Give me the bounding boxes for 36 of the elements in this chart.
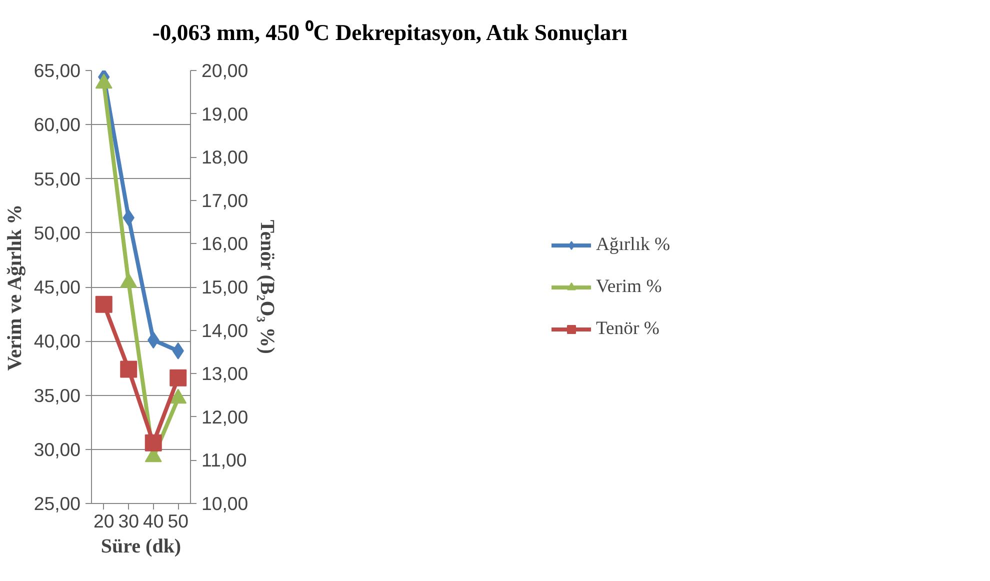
y-tick-label: 35,00 <box>34 384 80 406</box>
y2-tick-label: 20,00 <box>202 60 248 81</box>
y-tick-label: 65,00 <box>34 60 80 81</box>
x-tick-label: 30 <box>118 510 140 532</box>
y2-tick-label: 12,00 <box>202 406 248 428</box>
legend-label: Tenör % <box>596 318 660 340</box>
point <box>170 369 187 386</box>
y2-tick-label: 11,00 <box>202 450 247 471</box>
y-tick-label: 60,00 <box>34 114 80 136</box>
y-tick-label: 30,00 <box>34 438 80 460</box>
y2-tick-label: 17,00 <box>202 190 248 211</box>
legend-label: Ağırlık % <box>596 234 670 256</box>
x-tick-label: 40 <box>143 510 164 532</box>
y-tick-label: 50,00 <box>34 222 80 244</box>
point <box>120 360 138 378</box>
point <box>170 388 187 404</box>
text: -0,063 mm, 450 ⁰C Dekrepitasyon, Atık Sonuçları <box>152 19 628 47</box>
legend-label: Verim % <box>596 276 662 298</box>
y2-tick-label: 13,00 <box>202 363 248 384</box>
y2-tick-label: 15,00 <box>202 276 248 298</box>
y2-tick-label: 14,00 <box>202 320 248 341</box>
y-tick-label: 45,00 <box>34 276 80 298</box>
y2-tick-label: 18,00 <box>202 146 248 168</box>
x-axis-title: Süre (dk) <box>100 536 182 558</box>
y2-axis-title: Tenör (B₂O₃ %) <box>256 220 278 354</box>
y-tick-label: 40,00 <box>34 330 80 352</box>
point <box>95 296 112 313</box>
y2-tick-label: 16,00 <box>202 233 248 254</box>
x-tick-label: 50 <box>168 510 189 532</box>
y-axis-title: Verim ve Ağırlık % <box>4 204 26 371</box>
y2-tick-label: 19,00 <box>202 103 248 124</box>
y-tick-label: 25,00 <box>34 493 80 514</box>
y-tick-label: 55,00 <box>34 168 80 190</box>
x-tick-label: 20 <box>94 510 114 532</box>
y2-tick-label: 10,00 <box>202 493 248 514</box>
point <box>144 434 162 452</box>
